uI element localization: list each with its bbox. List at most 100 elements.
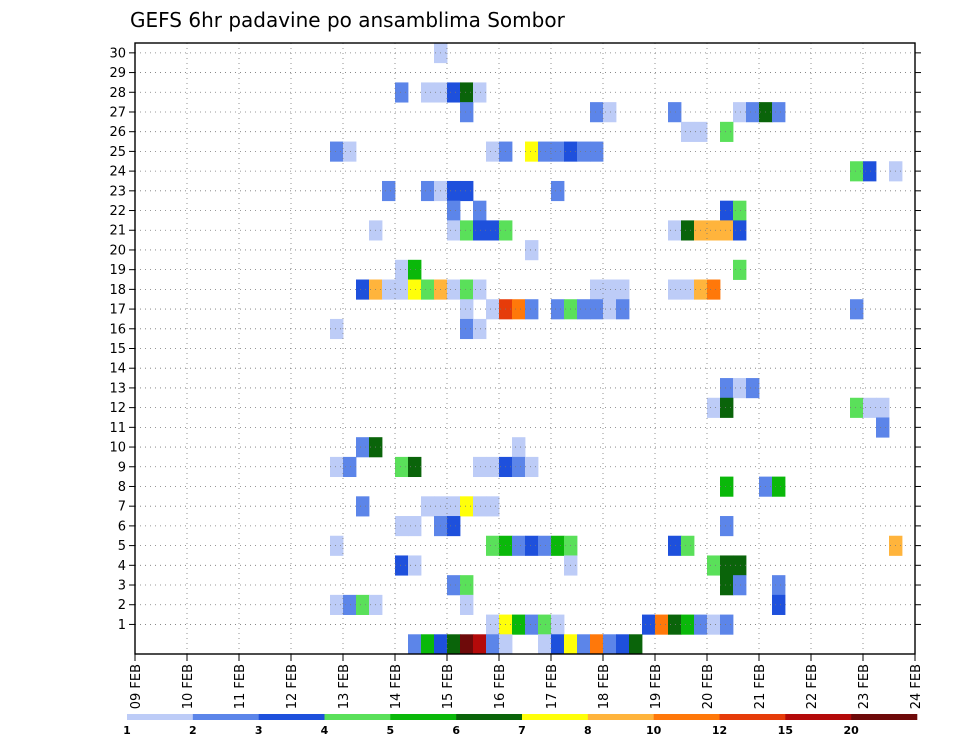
cell-39 (720, 200, 734, 221)
y-tick-label-24: 24 (109, 165, 126, 180)
cell-14 (772, 102, 786, 123)
colorbar: 1 2 3 4 5 6 7 8 10 12 15 20 (123, 714, 918, 737)
cell-116 (447, 496, 461, 517)
cell-160 (655, 614, 669, 635)
cell-110 (720, 476, 734, 497)
cell-53 (525, 240, 539, 261)
cell-52 (733, 220, 747, 241)
cell-168 (434, 634, 448, 655)
x-tick-label-13: 22 FEB (805, 664, 820, 709)
cell-145 (733, 575, 747, 596)
cell-9 (603, 102, 617, 123)
colorbar-swatch-4 (390, 714, 457, 720)
y-axis-ticks: 1234567891011121314151617181920212223242… (109, 46, 921, 633)
colorbar-swatch-6 (522, 714, 589, 720)
cell-28 (850, 161, 864, 182)
cell-170 (460, 634, 474, 655)
cell-181 (629, 634, 643, 655)
gridlines (135, 43, 915, 654)
cell-45 (486, 220, 500, 241)
cell-55 (408, 259, 422, 280)
cell-6 (473, 82, 487, 103)
y-tick-label-3: 3 (118, 579, 126, 594)
colorbar-label-6: 7 (518, 724, 526, 737)
cell-22 (525, 141, 539, 162)
cell-75 (486, 299, 500, 320)
colorbar-label-5: 6 (452, 724, 460, 737)
x-tick-label-10: 19 FEB (649, 664, 664, 709)
cell-77 (512, 299, 526, 320)
cell-140 (720, 555, 734, 576)
cell-65 (460, 279, 474, 300)
cell-101 (330, 456, 344, 478)
cell-124 (720, 516, 734, 537)
y-tick-label-30: 30 (109, 46, 126, 61)
cell-174 (538, 634, 552, 655)
y-tick-label-2: 2 (118, 598, 126, 613)
cell-69 (616, 279, 630, 300)
cell-130 (538, 535, 552, 556)
cell-137 (408, 555, 422, 576)
x-tick-label-7: 16 FEB (493, 664, 508, 709)
cell-155 (512, 614, 526, 635)
colorbar-swatch-3 (324, 714, 391, 720)
cell-106 (486, 456, 500, 478)
colorbar-label-7: 8 (584, 724, 592, 737)
cell-146 (772, 575, 786, 596)
cell-19 (343, 141, 357, 162)
cell-123 (447, 516, 461, 537)
cell-73 (707, 279, 721, 300)
cell-18 (330, 141, 344, 162)
y-tick-label-15: 15 (109, 342, 126, 357)
colorbar-label-4: 5 (387, 724, 395, 737)
y-tick-label-20: 20 (109, 243, 126, 258)
cell-166 (408, 634, 422, 655)
cell-158 (551, 614, 565, 635)
cell-2 (421, 82, 435, 103)
colorbar-swatch-5 (456, 714, 523, 720)
colorbar-swatch-8 (653, 714, 720, 720)
cell-141 (733, 555, 747, 576)
cell-157 (538, 614, 552, 635)
colorbar-swatch-10 (785, 714, 852, 720)
y-tick-label-23: 23 (109, 184, 126, 199)
y-tick-label-29: 29 (109, 66, 126, 81)
cell-149 (356, 594, 370, 615)
colorbar-swatch-11 (851, 714, 918, 720)
cell-173 (499, 634, 513, 655)
y-tick-label-9: 9 (118, 460, 126, 475)
cell-24 (551, 141, 565, 162)
x-tick-label-3: 12 FEB (285, 664, 300, 709)
cell-61 (408, 279, 422, 300)
y-tick-label-13: 13 (109, 381, 126, 396)
cell-84 (616, 299, 630, 320)
cell-59 (382, 279, 396, 300)
cell-176 (564, 634, 578, 655)
cell-20 (486, 141, 500, 162)
colorbar-label-1: 2 (189, 724, 197, 737)
cell-11 (733, 102, 747, 123)
cell-62 (421, 279, 435, 300)
x-tick-label-5: 14 FEB (389, 664, 404, 709)
cell-29 (863, 161, 877, 182)
cell-126 (486, 535, 500, 556)
cell-97 (876, 417, 890, 438)
x-tick-label-0: 09 FEB (129, 664, 144, 709)
cell-71 (681, 279, 695, 300)
cell-43 (460, 220, 474, 241)
cell-139 (707, 555, 721, 576)
cell-179 (603, 634, 617, 655)
x-tick-label-15: 24 FEB (909, 664, 924, 709)
colorbar-label-8: 10 (646, 724, 662, 737)
cell-5 (460, 82, 474, 103)
cell-57 (356, 279, 370, 300)
cell-105 (473, 456, 487, 478)
cell-70 (668, 279, 682, 300)
cell-169 (447, 634, 461, 655)
colorbar-swatch-9 (719, 714, 786, 720)
cell-120 (395, 516, 409, 537)
colorbar-swatch-7 (587, 714, 654, 720)
cell-23 (538, 141, 552, 162)
cell-12 (746, 102, 760, 123)
colorbar-swatch-2 (258, 714, 325, 720)
